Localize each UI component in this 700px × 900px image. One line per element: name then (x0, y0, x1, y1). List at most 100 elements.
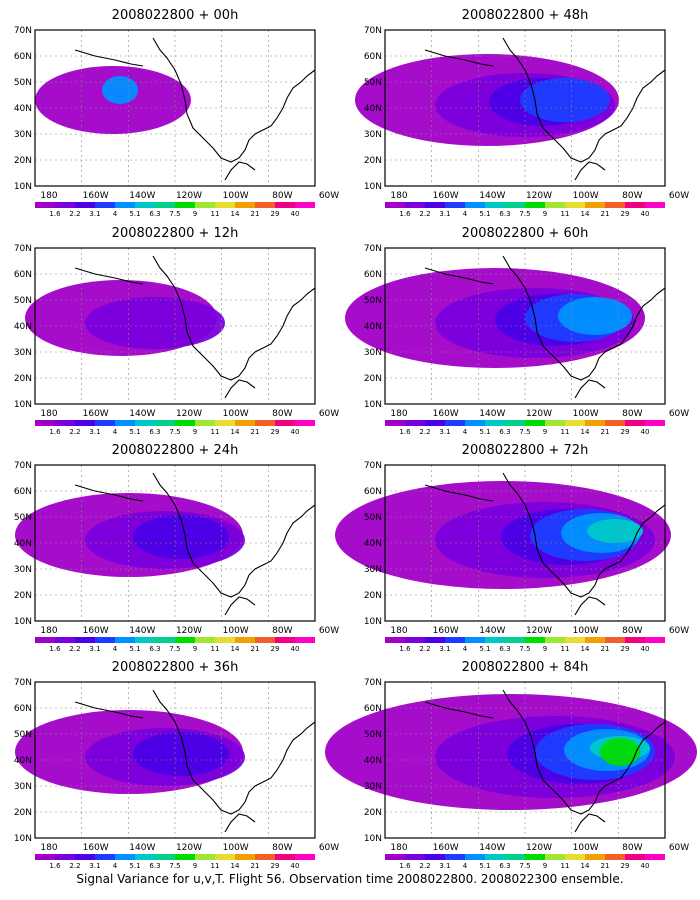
colorbar-label: 11 (211, 428, 220, 436)
colorbar-swatch (645, 420, 665, 426)
longitude-label: 100W (573, 409, 599, 419)
panel-title: 2008022800 + 12h (111, 226, 239, 241)
colorbar-swatch (545, 854, 565, 860)
colorbar-label: 5.1 (479, 210, 490, 218)
colorbar-swatch (525, 202, 545, 208)
colorbar-label: 40 (641, 862, 650, 870)
colorbar-swatch (275, 420, 295, 426)
coastline (152, 689, 316, 815)
colorbar-label: 14 (231, 862, 240, 870)
longitude-label: 80W (622, 843, 642, 853)
colorbar-swatch (605, 637, 625, 643)
colorbar-swatch (115, 637, 135, 643)
colorbar-label: 3.1 (89, 862, 100, 870)
longitude-label: 60W (669, 626, 689, 636)
colorbar-swatch (505, 202, 525, 208)
colorbar-swatch (115, 202, 135, 208)
colorbar-swatch (35, 854, 55, 860)
longitude-label: 160W (83, 626, 109, 636)
colorbar-swatch (545, 420, 565, 426)
colorbar-label: 21 (251, 210, 260, 218)
longitude-label: 60W (319, 191, 339, 201)
longitude-label: 140W (129, 191, 155, 201)
longitude-label: 80W (622, 409, 642, 419)
longitude-label: 100W (223, 626, 249, 636)
longitude-label: 180 (40, 409, 57, 419)
coastline (574, 596, 606, 616)
panel-title: 2008022800 + 72h (461, 443, 589, 458)
colorbar-swatch (425, 637, 445, 643)
colorbar-label: 4 (463, 862, 468, 870)
colorbar-swatch (235, 202, 255, 208)
latitude-label: 50N (14, 78, 32, 88)
colorbar-swatch (155, 202, 175, 208)
colorbar-swatch (295, 637, 315, 643)
colorbar-label: 5.1 (129, 862, 140, 870)
colorbar-swatch (275, 202, 295, 208)
colorbar-swatch (485, 854, 505, 860)
longitude-label: 60W (319, 843, 339, 853)
colorbar-swatch (195, 202, 215, 208)
coastline (502, 689, 666, 815)
colorbar-swatch (155, 637, 175, 643)
colorbar-label: 1.6 (49, 210, 61, 218)
colorbar-swatch (525, 854, 545, 860)
colorbar-label: 2.2 (69, 645, 80, 653)
map-frame (34, 464, 316, 622)
colorbar-swatch (545, 637, 565, 643)
longitude-label: 120W (176, 626, 202, 636)
latitude-label: 40N (364, 539, 382, 549)
colorbar-swatch (385, 637, 405, 643)
latitude-label: 70N (14, 244, 32, 254)
colorbar-swatch (195, 637, 215, 643)
colorbar-swatch (295, 854, 315, 860)
panel-title: 2008022800 + 00h (111, 8, 239, 23)
latitude-label: 50N (14, 730, 32, 740)
latitude-label: 20N (364, 808, 382, 818)
latitude-label: 40N (14, 322, 32, 332)
colorbar-label: 7.5 (169, 428, 180, 436)
colorbar-label: 6.3 (149, 210, 160, 218)
colorbar-label: 5.1 (479, 428, 490, 436)
colorbar-label: 6.3 (499, 428, 510, 436)
colorbar-swatch (75, 420, 95, 426)
colorbar-label: 5.1 (479, 862, 490, 870)
colorbar-swatch (585, 202, 605, 208)
colorbar-label: 40 (291, 428, 300, 436)
colorbar-swatch (275, 637, 295, 643)
longitude-label: 160W (433, 843, 459, 853)
colorbar-label: 1.6 (49, 862, 61, 870)
latitude-label: 70N (14, 678, 32, 688)
latitude-label: 60N (364, 487, 382, 497)
colorbar-swatch (95, 202, 115, 208)
coastline (424, 484, 494, 502)
latitude-label: 40N (364, 104, 382, 114)
colorbar-label: 9 (543, 862, 547, 870)
longitude-label: 80W (272, 191, 292, 201)
forecast-map: 70N 60N 50N 40N 30N 20N 10N 180 160W 140W 120W 100W… (14, 26, 339, 218)
variance-contour (520, 78, 610, 122)
colorbar-label: 2.2 (69, 428, 80, 436)
map-panel: 2008022800 + 00h 70N 60N 50N 40N 30N 20N 10N 180… (5, 8, 339, 223)
colorbar-label: 1.6 (49, 645, 61, 653)
colorbar-label: 14 (581, 210, 590, 218)
colorbar-swatch (645, 854, 665, 860)
variance-contour (85, 297, 225, 349)
colorbar-swatch (215, 854, 235, 860)
coastline (502, 472, 666, 598)
colorbar-swatch (135, 637, 155, 643)
longitude-label: 160W (83, 843, 109, 853)
colorbar-label: 21 (251, 428, 260, 436)
colorbar-swatch (565, 854, 585, 860)
longitude-label: 60W (669, 191, 689, 201)
latitude-label: 40N (364, 756, 382, 766)
coastline (152, 255, 316, 381)
latitude-label: 60N (14, 487, 32, 497)
panel-title: 2008022800 + 84h (461, 660, 589, 675)
latitude-label: 20N (14, 156, 32, 166)
colorbar-swatch (55, 854, 75, 860)
latitude-label: 70N (364, 678, 382, 688)
panel-title: 2008022800 + 60h (461, 226, 589, 241)
colorbar-label: 4 (113, 428, 118, 436)
colorbar-label: 29 (271, 210, 280, 218)
